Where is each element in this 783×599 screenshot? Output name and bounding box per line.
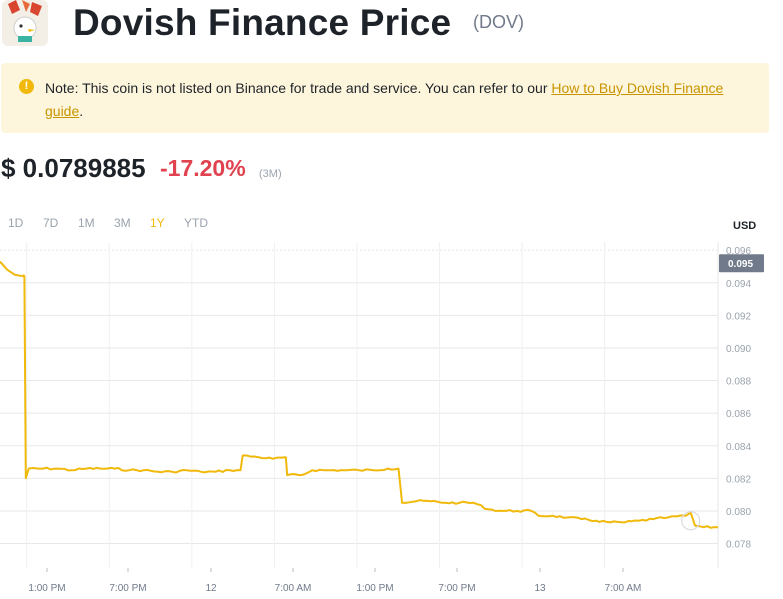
current-price: $ 0.0789885 [1,153,146,183]
notice-banner: ! Note: This coin is not listed on Binan… [1,63,769,133]
notice-text: Note: This coin is not listed on Binance… [45,77,745,123]
range-3m[interactable]: 3M [114,216,131,230]
coin-logo [2,0,48,46]
how-to-buy-link[interactable]: How to Buy Dovish Finance guide [45,80,724,119]
change-period: (3M) [259,168,282,180]
current-value-label: 0.095 [728,259,753,270]
y-tick-label: 0.080 [726,507,751,518]
range-7d[interactable]: 7D [43,216,59,230]
x-tick-label: 7:00 AM [275,583,312,594]
price-change: -17.20% [160,155,246,181]
coin-symbol: (DOV) [473,12,524,32]
x-tick-label: 1:00 PM [356,583,393,594]
currency-unit: USD [733,220,757,232]
x-tick-label: 7:00 PM [438,583,475,594]
range-1d[interactable]: 1D [8,216,24,230]
y-tick-label: 0.084 [726,442,751,453]
x-tick-label: 1:00 PM [28,583,65,594]
y-tick-label: 0.078 [726,540,751,551]
range-1y[interactable]: 1Y [150,216,165,230]
y-tick-label: 0.092 [726,311,751,322]
x-tick-label: 7:00 PM [109,583,146,594]
dove-logo-icon [2,0,48,46]
x-tick-label: 7:00 AM [605,583,642,594]
x-tick-label: 12 [205,583,217,594]
page-title: Dovish Finance Price [73,2,452,43]
y-tick-label: 0.094 [726,279,751,290]
y-tick-label: 0.082 [726,474,751,485]
hover-marker [681,511,701,531]
range-1m[interactable]: 1M [78,216,95,230]
notice-suffix: . [79,103,84,119]
price-chart[interactable]: 0.096 0.094 0.092 0.090 0.088 0.086 0.084 0.082… [0,230,783,599]
x-tick-label: 13 [534,583,546,594]
warning-icon: ! [19,79,34,94]
current-value-badge [719,254,764,273]
y-tick-label: 0.096 [726,246,751,257]
y-tick-label: 0.088 [726,377,751,388]
price-line [0,260,719,529]
range-ytd[interactable]: YTD [184,216,208,230]
notice-message: Note: This coin is not listed on Binance… [45,80,552,96]
y-tick-label: 0.086 [726,409,751,420]
y-tick-label: 0.090 [726,344,751,355]
